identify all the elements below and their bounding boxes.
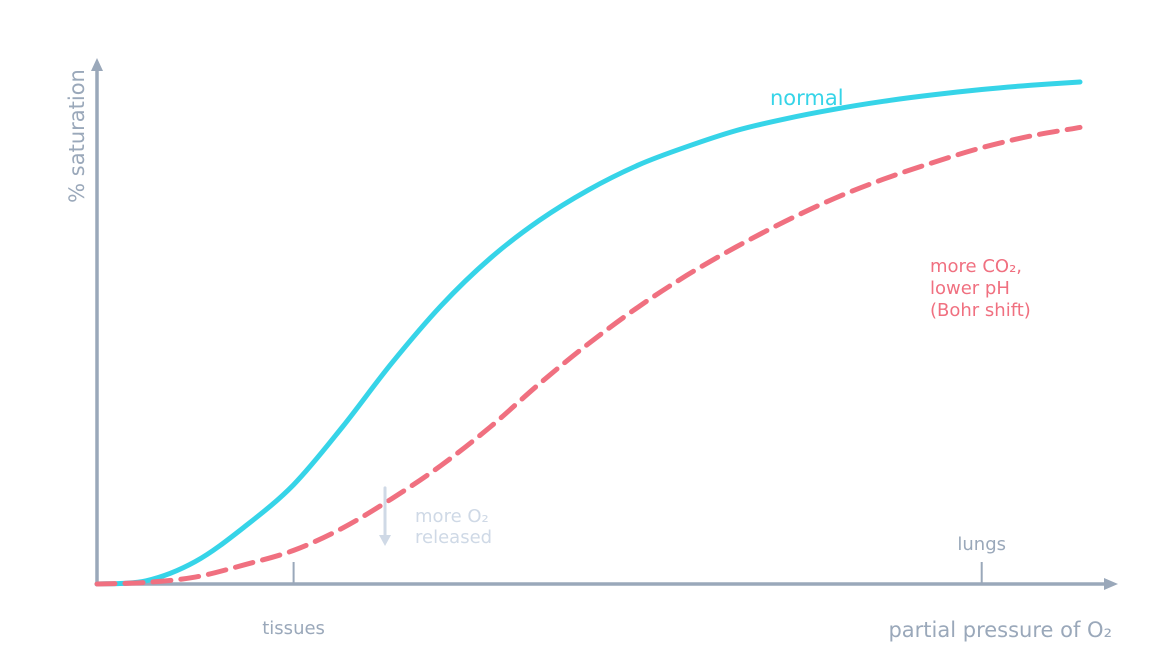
annotation: more O₂ released [379, 486, 492, 548]
series-line-normal [94, 79, 1083, 587]
series-label-bohr-shift: more CO₂, lower pH (Bohr shift) [930, 256, 1031, 321]
annotation-arrowhead [379, 534, 392, 546]
tick-label-tissues: tissues [262, 618, 325, 639]
series-labels: normal more CO₂, lower pH (Bohr shift) [770, 86, 1031, 321]
x-axis-arrowhead [1104, 578, 1118, 590]
series-label-normal: normal [770, 86, 844, 110]
tick-label-lungs: lungs [957, 534, 1006, 555]
y-axis-arrowhead [91, 58, 103, 71]
x-axis-ticks: tissues lungs [262, 534, 1006, 639]
axes [91, 58, 1118, 590]
series-line-bohr-shift [94, 124, 1083, 587]
x-axis-label: partial pressure of O₂ [888, 618, 1112, 642]
y-axis-label: % saturation [65, 69, 89, 203]
series-layer [94, 79, 1083, 587]
annotation-label: more O₂ released [415, 506, 492, 548]
